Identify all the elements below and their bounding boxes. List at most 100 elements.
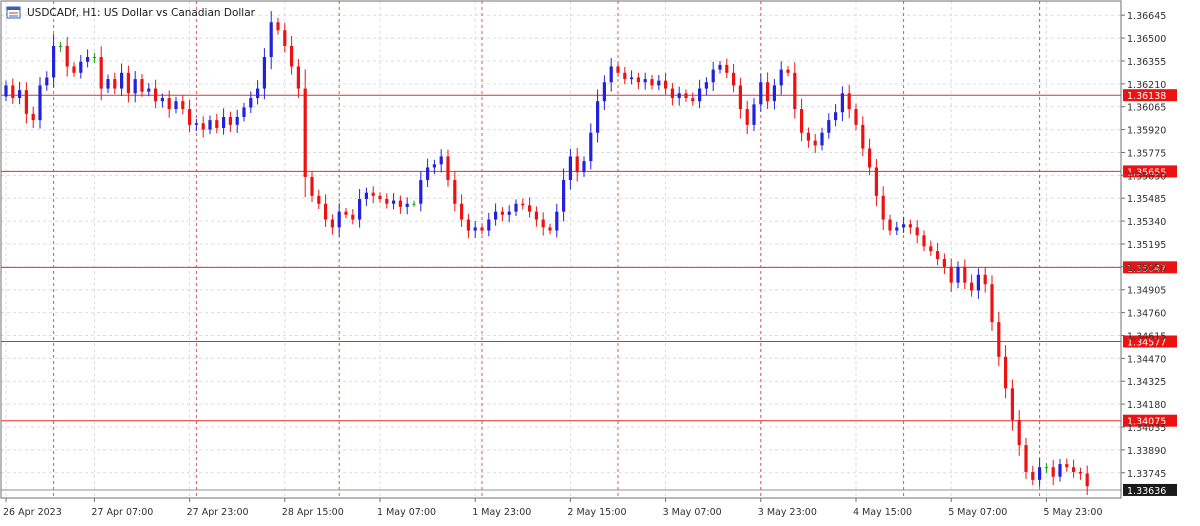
- x-tick-label: 28 Apr 15:00: [282, 507, 344, 518]
- candle-body: [1017, 419, 1021, 446]
- candle-body: [528, 205, 532, 212]
- x-tick-label: 3 May 07:00: [663, 507, 722, 518]
- horizontal-level-tag: [1123, 335, 1177, 348]
- candle-body: [235, 116, 239, 125]
- candle-body: [820, 132, 824, 146]
- candle-body: [643, 79, 647, 83]
- candle-body: [956, 266, 960, 283]
- candle-body: [670, 88, 674, 99]
- y-tick-label: 1.35775: [1127, 148, 1166, 159]
- y-tick-label: 1.35340: [1127, 217, 1166, 228]
- candle-body: [589, 132, 593, 162]
- y-tick-label: 1.34760: [1127, 309, 1166, 320]
- candle-body: [222, 116, 226, 129]
- y-tick-label: 1.33890: [1127, 446, 1166, 457]
- candle-body: [1010, 388, 1014, 420]
- candle-body: [65, 45, 69, 67]
- candle-body: [677, 93, 681, 99]
- candle-body: [609, 66, 613, 83]
- candle-body: [494, 211, 498, 220]
- candle-body: [453, 180, 457, 204]
- candle-body: [1038, 467, 1042, 480]
- candle-body: [11, 85, 15, 99]
- candle-body: [983, 274, 987, 285]
- y-tick-label: 1.34470: [1127, 354, 1166, 365]
- candle-body: [330, 219, 334, 228]
- price-axis[interactable]: 1.36645 1.36500 1.36355 1.36210 1.36065 1.359…: [1121, 11, 1166, 480]
- candle-body: [1051, 467, 1055, 477]
- horizontal-level-value: 1.36138: [1127, 91, 1166, 102]
- candle-body: [419, 180, 423, 204]
- candle-body: [507, 211, 511, 215]
- candle-body: [840, 93, 844, 113]
- candle-body: [324, 203, 328, 220]
- candle-body: [480, 227, 484, 231]
- candle-body: [630, 77, 634, 80]
- candle-body: [398, 200, 402, 207]
- candle-body: [4, 85, 8, 97]
- candle-body: [256, 88, 260, 99]
- candle-body: [86, 57, 90, 62]
- candle-body: [834, 112, 838, 121]
- y-tick-label: 1.36210: [1127, 80, 1166, 91]
- candle-body: [303, 88, 307, 177]
- candle-body: [242, 107, 246, 117]
- candle-body: [963, 266, 967, 283]
- candle-body: [793, 72, 797, 110]
- candle-body: [283, 30, 287, 46]
- candle-body: [657, 80, 661, 86]
- candle-body: [358, 199, 362, 220]
- candle-body: [364, 192, 368, 200]
- session-separators: [53, 1, 1041, 498]
- candle-body: [228, 116, 232, 125]
- candle-body: [745, 109, 749, 125]
- candle-body: [548, 227, 552, 231]
- candle-body: [698, 88, 702, 102]
- candle-body: [1072, 467, 1076, 472]
- x-tick-label: 27 Apr 23:00: [187, 507, 249, 518]
- candle-body: [188, 109, 192, 125]
- candle-body: [684, 93, 688, 99]
- candle-body: [881, 195, 885, 220]
- candle-body: [575, 156, 579, 173]
- candle-body: [439, 156, 443, 165]
- candle-body: [446, 156, 450, 181]
- candle-body: [1004, 356, 1008, 389]
- y-tick-label: 1.35195: [1127, 240, 1166, 251]
- candle-body: [718, 64, 722, 70]
- candle-body: [147, 88, 151, 92]
- horizontal-levels: 1.36138 1.35655 1.35047 1.34577 1.34075 1.336…: [1, 89, 1177, 497]
- time-axis[interactable]: 26 Apr 2023 27 Apr 07:00 27 Apr 23:00 28 Ap…: [3, 498, 1103, 518]
- candle-body: [861, 124, 865, 149]
- candle-body: [725, 64, 729, 73]
- candle-body: [276, 22, 280, 31]
- candle-body: [1031, 471, 1035, 480]
- candle-body: [249, 98, 253, 108]
- horizontal-level-tag: [1123, 261, 1177, 274]
- candle-body: [58, 45, 62, 47]
- horizontal-level-tag: [1123, 89, 1177, 102]
- candle-body: [562, 180, 566, 212]
- candle-body: [174, 101, 178, 110]
- candle-body: [466, 219, 470, 231]
- candle-body: [1085, 473, 1089, 487]
- candle-body: [460, 203, 464, 220]
- candle-body: [895, 227, 899, 231]
- chart-window-icon[interactable]: [6, 6, 21, 19]
- candle-body: [113, 79, 117, 89]
- candle-body: [664, 80, 668, 89]
- candle-body: [310, 176, 314, 196]
- candle-body: [344, 211, 348, 215]
- candle-body: [596, 101, 600, 133]
- candle-body: [582, 161, 586, 173]
- candle-body: [915, 227, 919, 236]
- candle-body: [942, 258, 946, 267]
- candle-body: [800, 109, 804, 133]
- candle-body: [181, 101, 185, 110]
- candle-body: [874, 167, 878, 196]
- candle-body: [1065, 464, 1069, 468]
- candle-body: [378, 195, 382, 200]
- horizontal-level-tag: [1123, 414, 1177, 427]
